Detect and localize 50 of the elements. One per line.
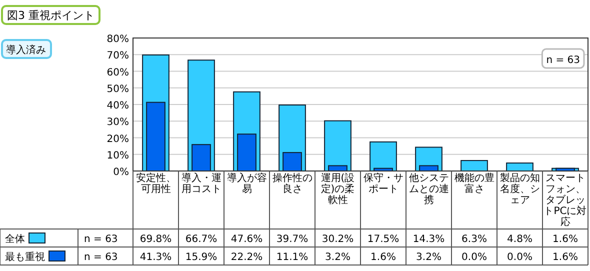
x-tick-label: 製品の知名度、シェア [500,172,540,206]
data-label: 69.8% [140,234,172,245]
x-tick-label: 機能の豊富さ [454,172,494,195]
annotation: n = 63 [546,55,580,66]
data-label: 1.6% [370,252,396,263]
data-label: 17.5% [367,234,400,245]
data-label: 41.3% [140,252,172,263]
data-label: 14.3% [412,234,445,245]
data-label: 1.6% [552,252,578,263]
data-label: 4.8% [507,234,532,245]
data-label: 1.6% [552,234,578,245]
y-tick-label: 40% [106,100,129,112]
bar [460,160,488,172]
data-label: 39.7% [276,234,308,245]
data-label: 15.9% [185,252,218,263]
data-label: 0.0% [462,252,487,263]
text: n = 63 [84,252,118,263]
y-tick-label: 10% [106,150,129,162]
data-label: 3.2% [416,252,442,263]
data-label: 22.2% [230,252,263,263]
data-label: 66.7% [185,234,218,245]
legend-label: 最も重視 [5,251,45,263]
data-label: 0.0% [507,252,532,263]
y-tick-label: 20% [106,134,129,145]
x-tick-label: 安定性、可用性 [136,172,176,195]
x-tick-label: 運用(設定)の柔軟性 [320,172,355,206]
legend-label: 全体 [5,233,25,245]
x-tick-label: 他システムとの連携 [408,172,449,206]
x-tick-label: 操作性の良さ [272,172,312,195]
data-label: 47.6% [230,234,263,245]
y-tick-label: 0% [113,167,129,178]
y-tick-label: 70% [106,50,129,62]
x-tick-label: スマートフォン、タブレットPCに対応 [544,173,587,228]
text: n = 63 [84,234,118,245]
text: 導入済み [6,44,46,56]
y-tick-label: 30% [106,117,129,128]
data-label: 11.1% [276,252,308,263]
y-tick-label: 50% [106,84,129,95]
chart-title: 図3 重視ポイント [7,9,94,22]
y-tick-label: 80% [106,34,129,45]
bar [370,141,397,172]
bar [506,162,534,172]
x-tick-label: 導入・運用コスト [181,172,222,195]
y-tick-label: 60% [106,67,129,78]
bar [324,120,352,172]
x-tick-label: 保守・サポート [363,172,404,195]
x-tick-label: 導入が容易 [226,172,267,195]
data-label: 3.2% [325,252,350,263]
data-label: 6.3% [462,234,487,245]
data-label: 30.2% [322,234,354,245]
